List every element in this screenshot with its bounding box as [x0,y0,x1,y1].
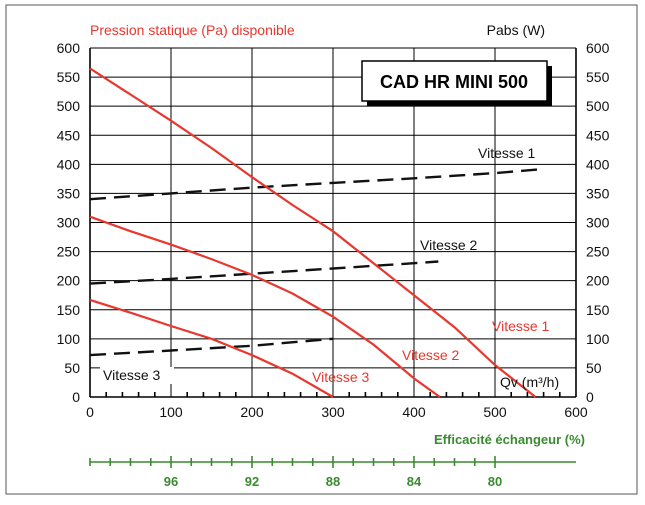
model-name: CAD HR MINI 500 [380,72,528,92]
power-curve-3 [89,337,334,357]
y2-tick-label: 350 [586,185,610,201]
y-tick-label: 0 [72,389,80,405]
y-tick-label: 350 [57,185,81,201]
x-tick-label: 600 [564,404,588,420]
y-tick-label: 600 [57,40,81,56]
y2-tick-label: 200 [586,273,610,289]
power-series-label: Vitesse 3 [103,367,161,383]
y2-tick-label: 600 [586,40,610,56]
x-axis-title: Qv (m³/h) [500,374,559,390]
y2-tick-label: 150 [586,302,610,318]
labels: 0501001502002503003504004505005506000501… [57,40,610,489]
right-axis-title: Pabs (W) [487,22,545,38]
y-tick-label: 300 [57,215,81,231]
efficiency-tick-label: 80 [488,474,502,489]
series [89,67,544,398]
pressure-series-label: Vitesse 1 [492,318,550,334]
efficiency-tick-label: 88 [326,474,340,489]
model-badge-box [361,60,548,102]
x-tick-label: 500 [483,404,507,420]
y-tick-label: 150 [57,302,81,318]
y2-tick-label: 50 [586,360,602,376]
pressure-series-label: Vitesse 3 [312,369,370,385]
y-tick-label: 450 [57,127,81,143]
power-series-label: Vitesse 2 [420,237,478,253]
y2-tick-label: 100 [586,331,610,347]
left-axis-title: Pression statique (Pa) disponible [90,22,295,38]
power-curve-2 [89,260,439,285]
efficiency-tick-label: 96 [164,474,178,489]
x-tick-label: 400 [402,404,426,420]
x-tick-label: 200 [240,404,264,420]
efficiency-axis-title: Efficacité échangeur (%) [434,432,585,447]
pressure-series-label: Vitesse 2 [402,347,460,363]
pressure-curve-1 [89,67,537,398]
y2-tick-label: 500 [586,98,610,114]
y2-tick-label: 300 [586,215,610,231]
y-tick-label: 550 [57,69,81,85]
y2-tick-label: 550 [586,69,610,85]
y2-tick-label: 0 [586,389,594,405]
x-tick-label: 100 [159,404,183,420]
x-tick-label: 300 [321,404,345,420]
efficiency-tick-label: 92 [245,474,259,489]
power-series-label-bg [100,367,174,384]
pressure-curve-2 [89,215,441,398]
power-series-label: Vitesse 1 [478,145,536,161]
y-tick-label: 250 [57,244,81,260]
y-tick-label: 50 [64,360,80,376]
y2-tick-label: 400 [586,156,610,172]
efficiency-tick-label: 84 [407,474,422,489]
power-curve-1 [89,167,544,201]
y2-tick-label: 250 [586,244,610,260]
pressure-curve-3 [89,298,334,398]
y-tick-label: 400 [57,156,81,172]
x-tick-label: 0 [86,404,94,420]
model-badge: CAD HR MINI 500 [361,60,552,106]
y-tick-label: 500 [57,98,81,114]
y2-tick-label: 450 [586,127,610,143]
y-tick-label: 100 [57,331,81,347]
y-tick-label: 200 [57,273,81,289]
